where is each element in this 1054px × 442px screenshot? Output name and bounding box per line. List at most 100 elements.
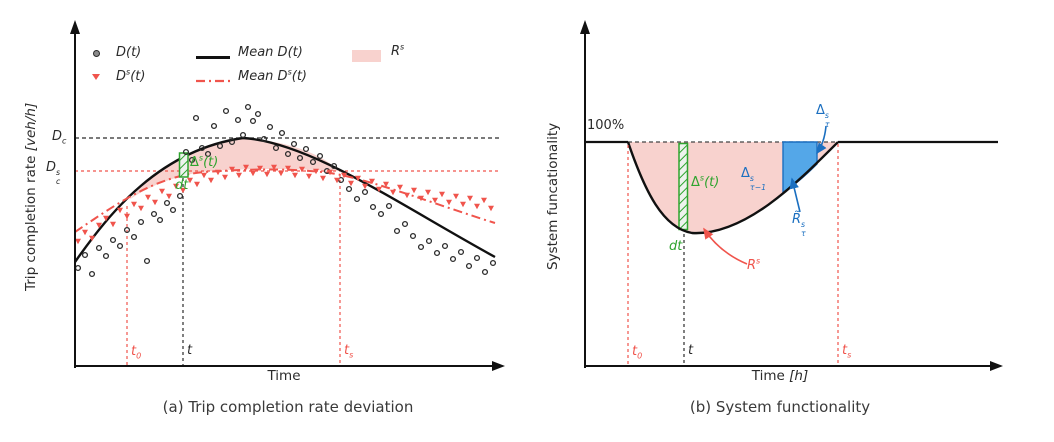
right-plot — [580, 20, 1003, 371]
scatter-point-ds — [152, 199, 158, 206]
scatter-point-ds — [243, 164, 249, 171]
scatter-point-ds — [131, 201, 137, 208]
right-y-axis-arrow-icon — [580, 20, 590, 34]
scatter-point-ds — [425, 189, 431, 196]
scatter-point-ds — [453, 193, 459, 200]
mean-ds-curve — [74, 168, 496, 233]
scatter-point-d — [260, 135, 268, 143]
scatter-point-ds — [397, 184, 403, 191]
scatter-point-d — [284, 150, 292, 158]
scatter-point-ds — [124, 213, 130, 220]
rbar-arrow — [789, 177, 801, 213]
scatter-point-ds — [75, 238, 81, 245]
scatter-point-d — [88, 270, 96, 278]
dt-label-left: dt — [175, 178, 189, 193]
scatter-point-ds — [313, 168, 319, 175]
scatter-point-ds — [306, 173, 312, 180]
scatter-point-ds — [446, 199, 452, 206]
scatter-point-d — [102, 252, 110, 260]
rs-region-left — [129, 138, 339, 200]
scatter-point-ds — [117, 207, 123, 214]
delta-tau-arrow — [816, 125, 827, 155]
scatter-point-d — [473, 254, 481, 262]
legend-label-rs: Rs — [391, 42, 405, 59]
scatter-point-d — [116, 242, 124, 250]
scatter-point-d — [489, 259, 497, 267]
scatter-point-ds — [194, 181, 200, 188]
scatter-point-d — [244, 103, 252, 111]
scatter-point-ds — [250, 170, 256, 177]
scatter-point-d — [278, 129, 286, 137]
left-y-axis-arrow-icon — [70, 20, 80, 34]
scatter-point-d — [433, 249, 441, 257]
rbar-label: R̃ s τ — [792, 212, 806, 239]
scatter-point-ds — [355, 175, 361, 182]
scatter-point-d — [385, 202, 393, 210]
right-y-axis-title: System funcationality — [545, 122, 561, 270]
scatter-point-ds — [159, 188, 165, 195]
delta-label-left: Δs(t) — [190, 153, 219, 170]
scatter-point-ds — [334, 177, 340, 184]
scatter-point-ds — [103, 215, 109, 222]
scatter-point-ds — [145, 194, 151, 201]
legend-marker-ds-icon — [92, 74, 100, 80]
scatter-point-d — [345, 185, 353, 193]
scatter-point-d — [81, 251, 89, 259]
rs-label-right: Rs — [747, 256, 761, 273]
scatter-point-ds — [299, 166, 305, 173]
scatter-point-d — [228, 138, 236, 146]
scatter-point-d — [137, 218, 145, 226]
scatter-point-d — [182, 148, 190, 156]
scatter-point-d — [130, 233, 138, 241]
scatter-point-ds — [264, 171, 270, 178]
scatter-point-d — [210, 122, 218, 130]
scatter-point-d — [417, 243, 425, 251]
scatter-point-d — [156, 216, 164, 224]
scatter-point-d — [330, 162, 338, 170]
scatter-point-d — [369, 203, 377, 211]
delta-strip-left — [178, 152, 189, 178]
scatter-point-d — [377, 210, 385, 218]
scatter-point-ds — [236, 172, 242, 179]
scatter-point-ds — [180, 187, 186, 194]
pct-label: 100% — [587, 118, 625, 133]
t-tick-left: t — [187, 343, 193, 358]
left-x-axis-arrow-icon — [492, 361, 505, 371]
scatter-point-ds — [201, 172, 207, 179]
left-y-axis-title: Trip completion rate [veh/h] — [23, 102, 39, 291]
scatter-point-ds — [362, 183, 368, 190]
scatter-point-d — [449, 255, 457, 263]
legend-label-mean-ds: Mean Ds(t) — [238, 67, 308, 84]
scatter-point-d — [302, 145, 310, 153]
scatter-red-group — [75, 164, 494, 245]
ts-tick-right: ts — [842, 343, 852, 360]
scatter-point-ds — [278, 170, 284, 177]
scatter-point-ds — [138, 205, 144, 212]
scatter-point-ds — [82, 229, 88, 236]
scatter-point-d — [465, 262, 473, 270]
legend-marker-mean-ds-icon — [196, 79, 232, 83]
scatter-point-d — [457, 248, 465, 256]
rs-arrow — [703, 227, 748, 265]
scatter-point-d — [150, 210, 158, 218]
left-caption: (a) Trip completion rate deviation — [162, 398, 414, 416]
delta-strip-right — [678, 142, 689, 231]
scatter-point-ds — [208, 177, 214, 184]
delta-label-right: Δs(t) — [691, 173, 720, 190]
scatter-point-d — [441, 242, 449, 250]
scatter-point-d — [393, 227, 401, 235]
scatter-black-group — [74, 103, 497, 278]
scatter-point-d — [143, 257, 151, 265]
scatter-point-ds — [257, 165, 263, 172]
right-x-axis-arrow-icon — [990, 361, 1003, 371]
right-caption: (b) System functionality — [689, 398, 871, 416]
scatter-point-d — [401, 220, 409, 228]
legend-marker-rs-icon — [352, 50, 381, 62]
scatter-point-ds — [110, 221, 116, 228]
scatter-point-d — [188, 156, 196, 164]
scatter-point-ds — [341, 172, 347, 179]
scatter-point-d — [361, 188, 369, 196]
scatter-point-ds — [292, 172, 298, 179]
scatter-point-d — [123, 226, 131, 234]
